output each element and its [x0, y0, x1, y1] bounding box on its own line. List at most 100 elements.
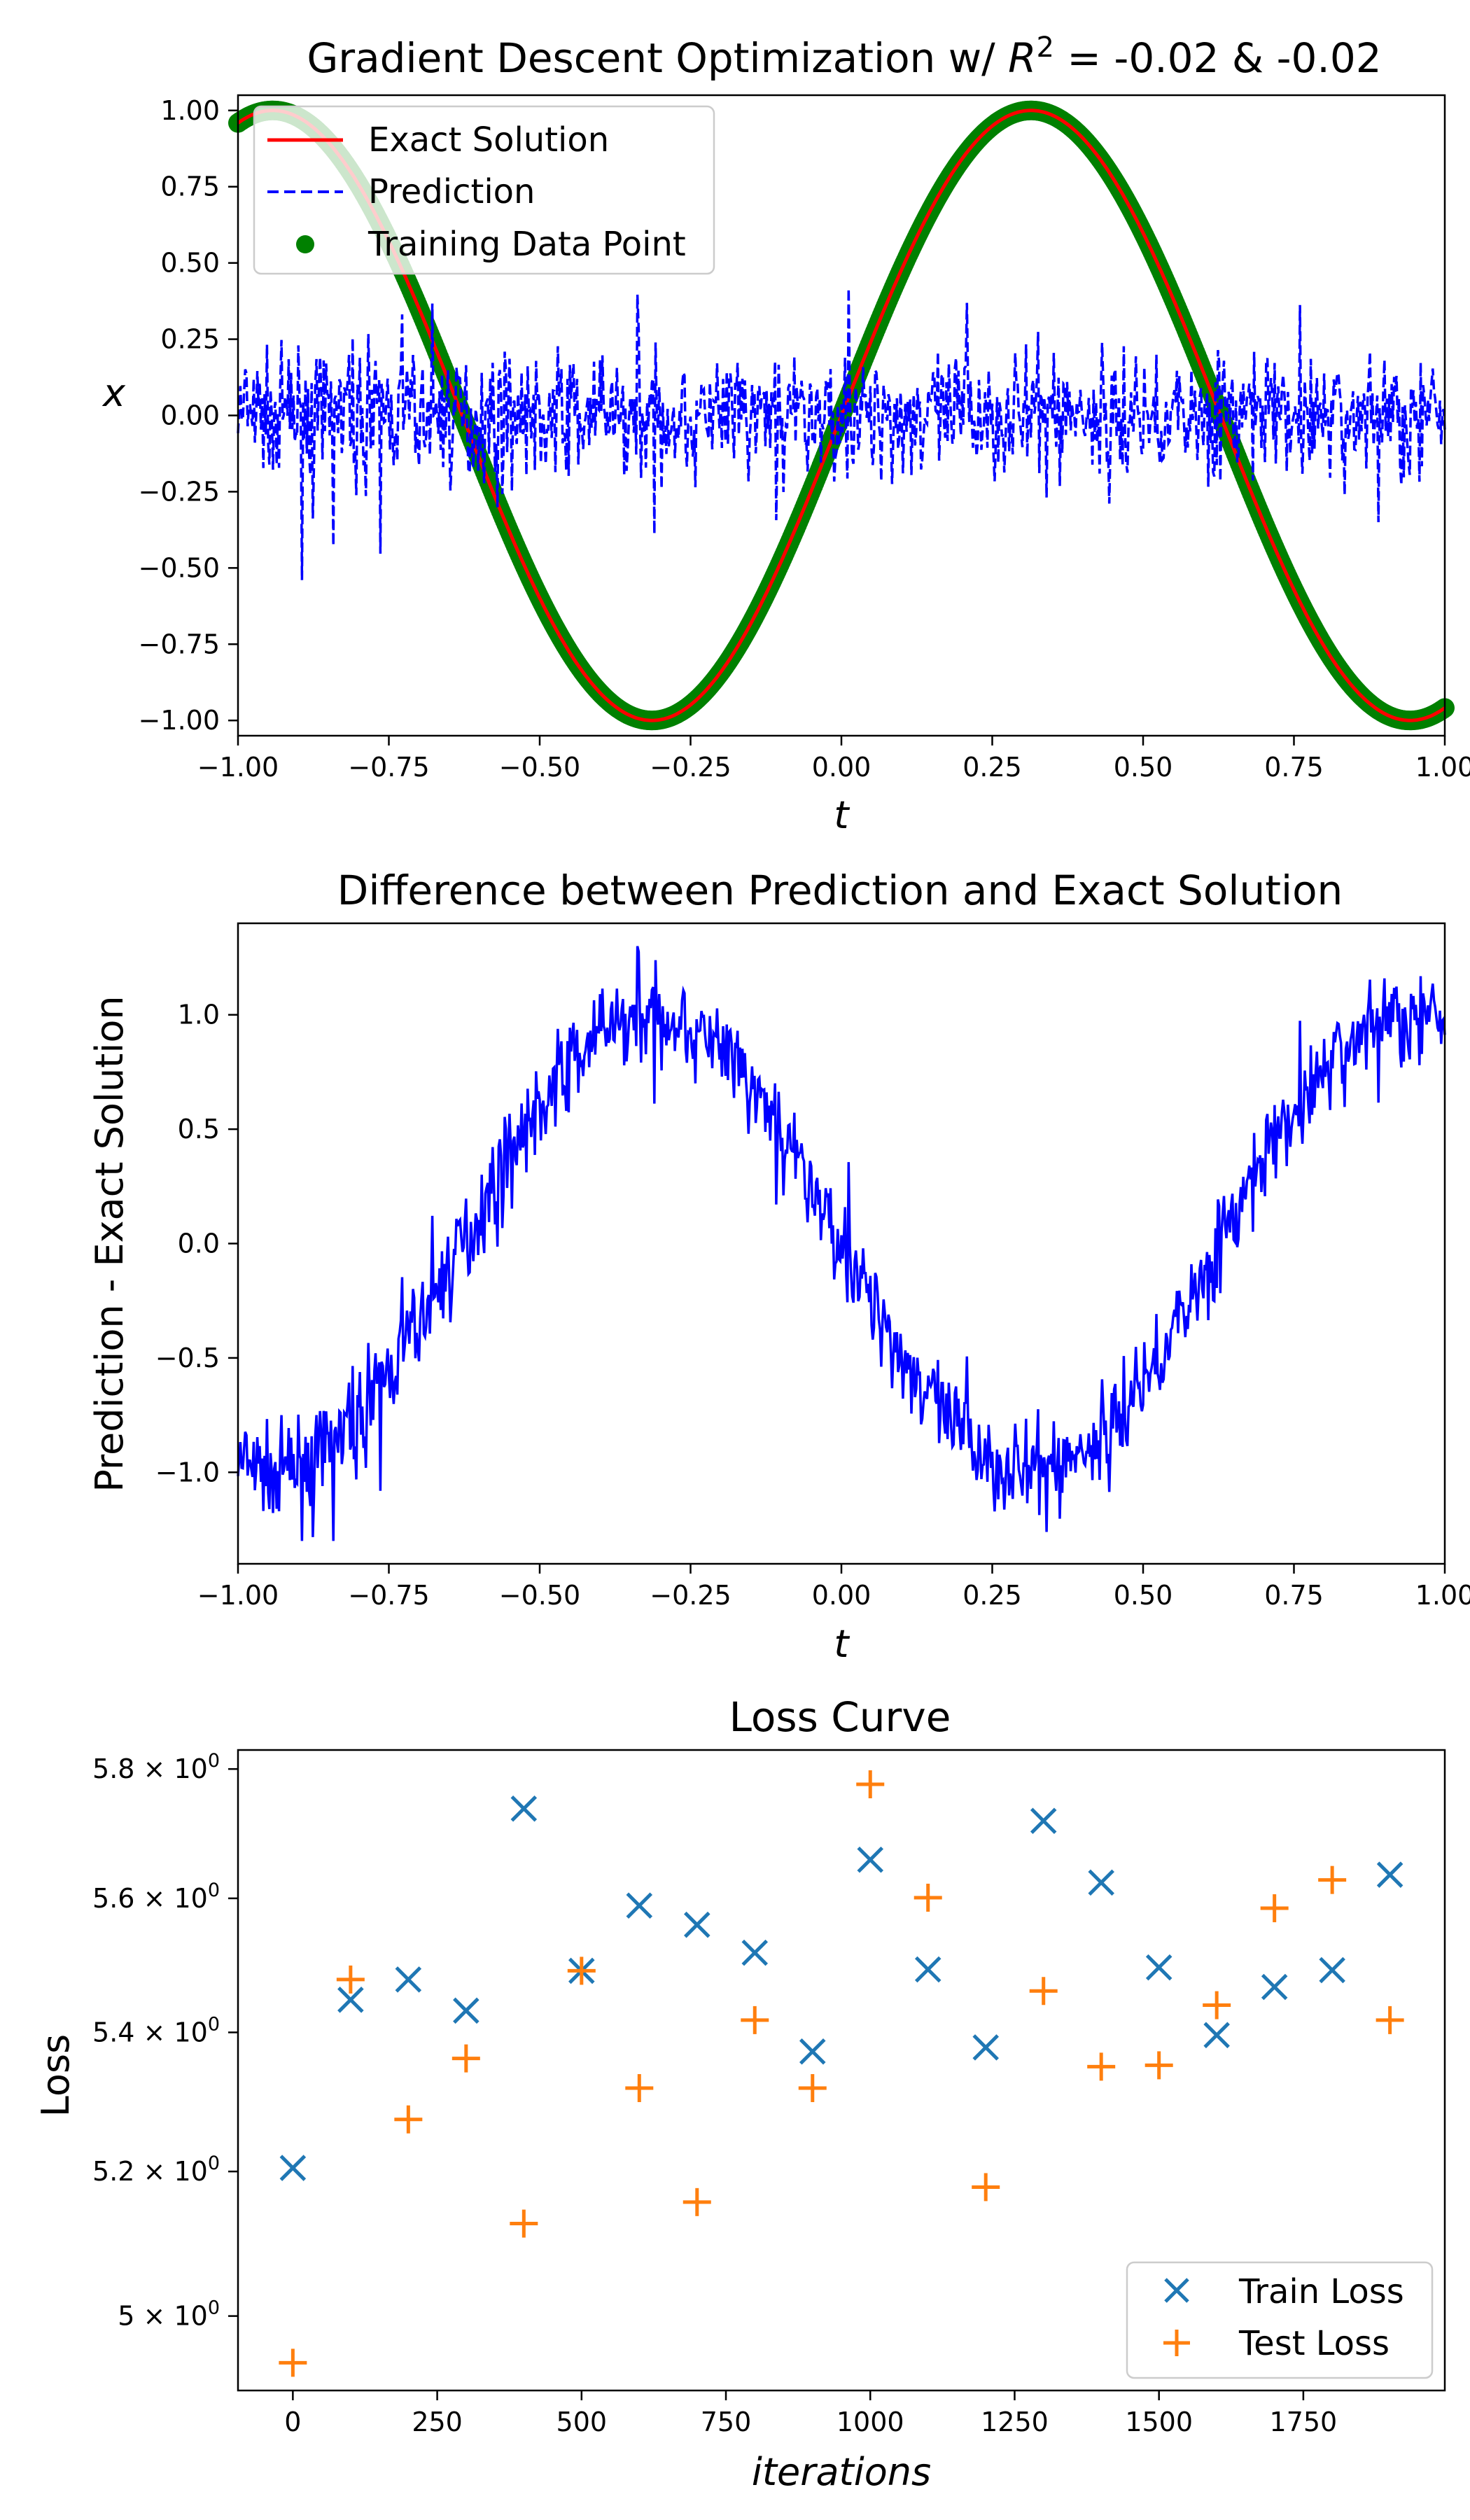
plot2-xtick-label: 0.75 — [1264, 1580, 1324, 1611]
legend-test-label: Test Loss — [1238, 2324, 1390, 2363]
plot1-xtick-label: −0.50 — [499, 752, 580, 783]
test-loss-point — [1144, 2051, 1173, 2080]
plot1-ytick-label: 0.50 — [160, 248, 220, 279]
plot2-ytick-label: 0.0 — [178, 1228, 220, 1259]
plot2-xtick-label: 0.50 — [1114, 1580, 1173, 1611]
plot3-xtick-label: 1000 — [836, 2407, 904, 2437]
plot1-legend: Exact Solution Prediction Training Data … — [253, 105, 715, 275]
legend-exact-label: Exact Solution — [368, 120, 609, 160]
legend-training-label: Training Data Point — [368, 225, 686, 264]
plot2-xtick-label: 1.00 — [1415, 1580, 1470, 1611]
test-loss-point — [510, 2209, 538, 2238]
train-loss-point — [857, 1846, 884, 1873]
plot2-ytick-label: 0.5 — [178, 1114, 220, 1144]
test-loss-point — [451, 2044, 480, 2073]
legend-train-marker — [1164, 2278, 1189, 2303]
plot3-xlabel: iterations — [752, 2450, 931, 2494]
plot-difference: Difference between Prediction and Exact … — [88, 867, 1470, 1666]
plot1-title: Gradient Descent Optimization w/ R2 = -0… — [307, 31, 1381, 82]
plot2-xlabel: t — [834, 1622, 850, 1666]
test-loss-point — [913, 1883, 942, 1912]
legend-test-marker — [1163, 2330, 1190, 2356]
plot-gradient-descent: Gradient Descent Optimization w/ R2 = -0… — [102, 31, 1470, 837]
test-loss-point — [741, 2005, 769, 2034]
plot2-xtick-label: −0.75 — [348, 1580, 429, 1611]
plot3-ytick-label: 5.4 × 100 — [92, 2013, 220, 2047]
plot3-ytick-label: 5.6 × 100 — [92, 1879, 220, 1914]
test-loss-point — [1260, 1894, 1289, 1923]
train-loss-point — [395, 1966, 422, 1993]
plot1-ytick-label: −0.75 — [139, 629, 220, 659]
train-loss-point — [1030, 1807, 1057, 1834]
train-loss-point — [626, 1892, 653, 1919]
plot2-title: Difference between Prediction and Exact … — [337, 867, 1343, 914]
test-loss-point — [856, 1770, 885, 1798]
train-loss-point — [972, 2034, 999, 2061]
test-loss-point — [336, 1965, 365, 1994]
plot1-xtick-label: 1.00 — [1415, 752, 1470, 783]
plot1-ytick-label: −1.00 — [139, 705, 220, 736]
plot1-xtick-label: 0.25 — [962, 752, 1022, 783]
plot1-xtick-label: −0.75 — [348, 752, 429, 783]
plot3-xtick-label: 1500 — [1125, 2407, 1193, 2437]
plot1-ytick-label: −0.50 — [139, 552, 220, 583]
legend-prediction-label: Prediction — [368, 172, 535, 211]
train-loss-point — [1376, 1861, 1404, 1888]
plot3-ytick-label: 5 × 100 — [118, 2297, 220, 2332]
plot1-xtick-label: −1.00 — [197, 752, 279, 783]
plot3-ytick-label: 5.8 × 100 — [92, 1750, 220, 1784]
train-loss-point — [1088, 1869, 1114, 1896]
plot3-xtick-label: 750 — [701, 2407, 752, 2437]
plot2-xtick-label: 0.25 — [962, 1580, 1022, 1611]
plot2-xtick-label: −0.25 — [650, 1580, 731, 1611]
train-loss-point — [1203, 2022, 1230, 2049]
test-loss-point — [1029, 1977, 1058, 2005]
test-loss-point — [798, 2073, 827, 2102]
test-loss-point — [394, 2105, 423, 2134]
plot1-ytick-label: 1.00 — [160, 95, 220, 126]
plot3-xtick-label: 1750 — [1270, 2407, 1338, 2437]
plot3-title: Loss Curve — [729, 1693, 951, 1741]
train-loss-point — [1319, 1956, 1345, 1984]
plot2-xtick-label: −0.50 — [499, 1580, 580, 1611]
legend-training-marker — [296, 235, 314, 253]
train-loss-point — [453, 1997, 479, 2024]
test-loss-point — [625, 2073, 654, 2102]
plot1-ytick-label: 0.75 — [160, 172, 220, 202]
plot-loss-curve: Loss Curve 0 250 500 750 1000 1250 1500 1750 5.8… — [34, 1693, 1446, 2494]
plot1-ytick-label: 0.25 — [160, 324, 220, 355]
plot3-legend: Train Loss Test Loss — [1126, 2261, 1434, 2379]
prediction-line — [237, 288, 1446, 580]
test-loss-point — [279, 2348, 307, 2377]
train-loss-series — [279, 1795, 1404, 2181]
plot1-ylabel: x — [102, 371, 126, 415]
plot3-ylabel: Loss — [34, 2034, 78, 2117]
test-loss-point — [567, 1956, 596, 1985]
plot2-ylabel: Prediction - Exact Solution — [88, 995, 132, 1492]
train-loss-point — [684, 1911, 710, 1938]
train-loss-point — [914, 1956, 941, 1983]
test-loss-point — [682, 2188, 711, 2216]
plot2-xtick-label: −1.00 — [197, 1580, 279, 1611]
plot1-ytick-label: −0.25 — [139, 476, 220, 507]
train-loss-point — [799, 2038, 826, 2065]
plot2-ytick-label: −1.0 — [155, 1457, 220, 1488]
plot2-xtick-label: 0.00 — [812, 1580, 872, 1611]
train-loss-point — [337, 1987, 364, 2013]
plot3-xtick-label: 500 — [556, 2407, 608, 2437]
plot2-ytick-label: 1.0 — [178, 1000, 220, 1030]
test-loss-point — [1087, 2052, 1116, 2081]
plot3-xtick-label: 0 — [284, 2407, 301, 2437]
plot1-xtick-label: 0.50 — [1114, 752, 1173, 783]
difference-line — [237, 946, 1446, 1541]
plot1-ytick-label: 0.00 — [160, 400, 220, 431]
plot1-xlabel: t — [834, 793, 850, 837]
test-loss-point — [1203, 1991, 1231, 2019]
test-loss-series — [279, 1770, 1404, 2377]
test-loss-point — [1318, 1865, 1347, 1894]
plot3-xtick-label: 1250 — [981, 2407, 1049, 2437]
plot1-xtick-label: −0.25 — [650, 752, 731, 783]
plot3-ytick-label: 5.2 × 100 — [92, 2152, 220, 2187]
plot2-ytick-label: −0.5 — [155, 1343, 220, 1373]
train-loss-point — [510, 1795, 538, 1822]
